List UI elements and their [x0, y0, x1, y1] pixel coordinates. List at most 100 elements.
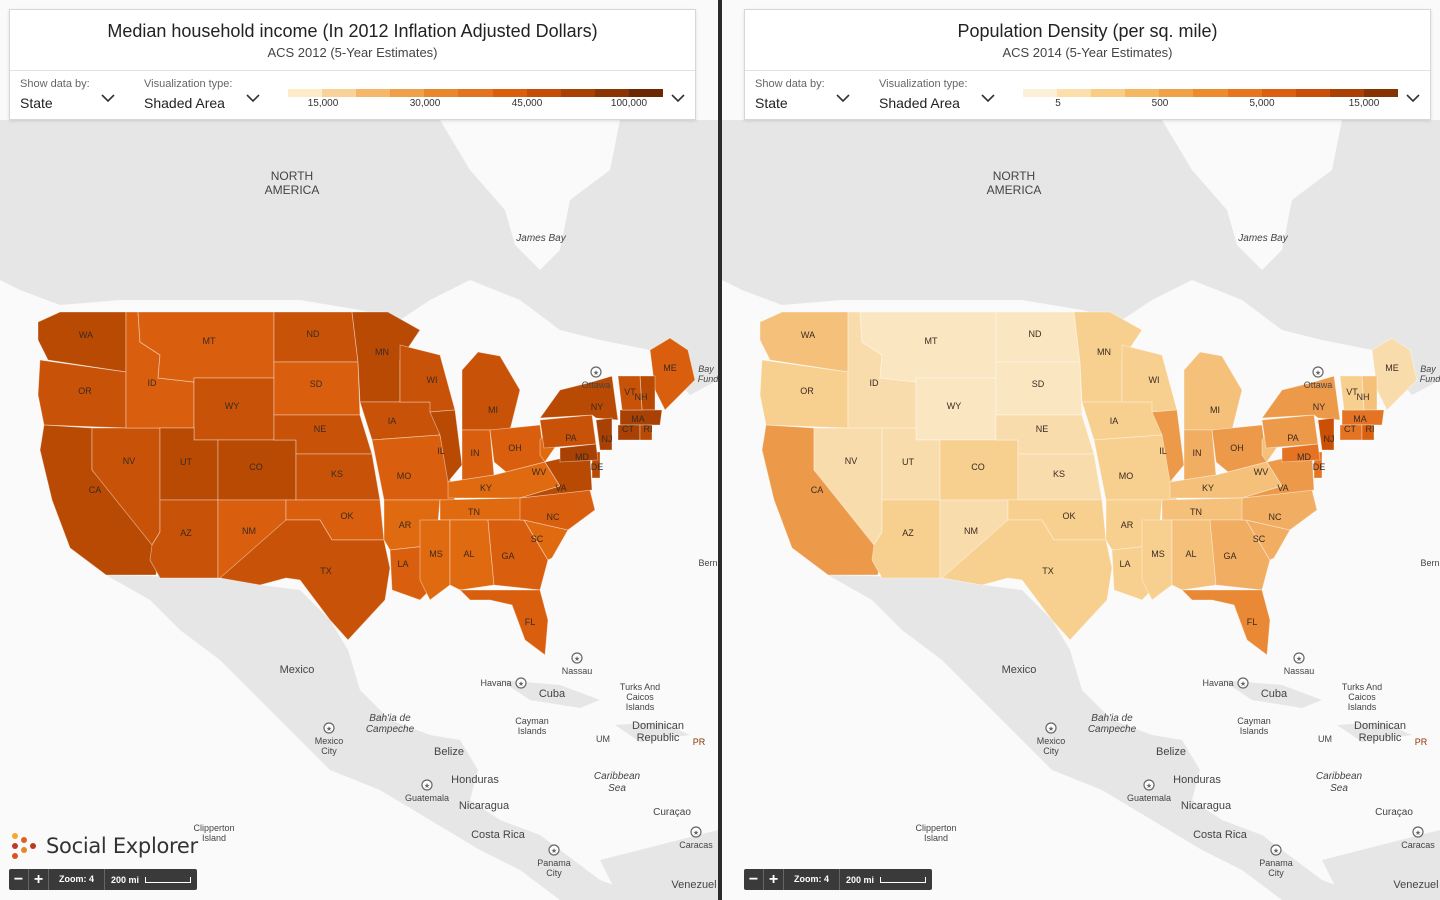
state-fl[interactable] [459, 589, 549, 656]
state-vt[interactable] [1339, 375, 1365, 411]
legend-swatch [1091, 89, 1126, 97]
viz-type-label: Visualization type: [144, 78, 233, 90]
chevron-down-icon[interactable] [835, 90, 851, 106]
state-ny[interactable] [1261, 375, 1341, 421]
zoom-level: Zoom: 4 [784, 869, 840, 890]
states-layer[interactable]: WA OR CA NV ID MT WY UT AZ CO NM ND SD NE KS OK TX MN IA MO… [759, 311, 1418, 656]
state-ms[interactable] [419, 519, 451, 601]
state-label: SC [1253, 534, 1266, 544]
state-ma[interactable] [619, 409, 663, 426]
state-nj[interactable] [595, 417, 613, 451]
viz-type-select[interactable]: Shaded Area [144, 95, 225, 111]
chevron-down-icon[interactable] [245, 90, 261, 106]
state-mt[interactable] [137, 311, 275, 383]
state-az[interactable] [149, 499, 219, 579]
map-pane-density[interactable]: WA OR CA NV ID MT WY UT AZ CO NM ND SD NE KS OK TX MN IA MO… [722, 0, 1440, 900]
city-label: Havana [1202, 678, 1233, 688]
state-il[interactable] [1151, 409, 1185, 483]
map-canvas[interactable]: WA OR CA NV ID MT WY UT AZ CO NM ND SD NE KS OK TX MN IA MO… [0, 0, 718, 900]
continent-label: NORTH [271, 169, 313, 183]
star-glyph: ★ [693, 829, 699, 837]
city-label: Guatemala [405, 793, 449, 803]
map-canvas[interactable]: WA OR CA NV ID MT WY UT AZ CO NM ND SD NE KS OK TX MN IA MO… [722, 0, 1440, 900]
legend-swatch [1193, 89, 1228, 97]
state-ga[interactable] [1209, 519, 1271, 591]
map-pane-income[interactable]: WA OR CA NV ID MT WY UT AZ CO NM ND SD NE KS OK TX MN IA MO… [0, 0, 718, 900]
cuba-island [1222, 680, 1322, 708]
state-nj[interactable] [1317, 417, 1335, 451]
state-az[interactable] [871, 499, 941, 579]
water-label: Bay [1420, 364, 1436, 374]
zoom-out-button[interactable]: − [744, 869, 764, 890]
legend-expand-chevron-icon[interactable] [670, 90, 686, 106]
city-label: City [546, 868, 562, 878]
chevron-down-icon[interactable] [980, 90, 996, 106]
hudson-bay-water [1162, 120, 1342, 270]
legend-color-bar [1023, 89, 1399, 97]
zoom-in-button[interactable]: + [29, 869, 49, 890]
state-label: WI [1149, 375, 1160, 385]
lake-superior [1142, 320, 1222, 345]
legend-swatch [1023, 89, 1058, 97]
city-label: Panama [537, 858, 571, 868]
state-ms[interactable] [1141, 519, 1173, 601]
state-md[interactable] [1281, 443, 1321, 463]
state-ga[interactable] [487, 519, 549, 591]
states-layer[interactable]: WA OR CA NV ID MT WY UT AZ CO NM ND SD NE KS OK TX MN IA MO… [37, 311, 696, 656]
state-label: NV [845, 456, 858, 466]
split-divider[interactable] [718, 0, 722, 900]
island-label: Caicos [626, 692, 654, 702]
state-label: LA [397, 559, 408, 569]
state-or[interactable] [37, 359, 127, 429]
state-md[interactable] [559, 443, 599, 463]
state-pa[interactable] [539, 414, 597, 449]
state-ri[interactable] [639, 424, 653, 441]
state-label: NE [314, 424, 327, 434]
state-ia[interactable] [1081, 401, 1163, 441]
show-data-select[interactable]: State [20, 95, 53, 111]
state-al[interactable] [449, 519, 495, 591]
state-vt[interactable] [617, 375, 643, 411]
show-data-select[interactable]: State [755, 95, 788, 111]
state-al[interactable] [1171, 519, 1217, 591]
country-label: Cuba [539, 688, 566, 700]
zoom-out-button[interactable]: − [9, 869, 29, 890]
zoom-control: − + Zoom: 4 200 mi [744, 869, 933, 890]
island-label: Bern [698, 558, 717, 568]
legend-tick: 5 [1055, 98, 1061, 109]
state-sc[interactable] [523, 519, 569, 561]
state-tx[interactable] [219, 519, 391, 641]
state-label: KS [1053, 469, 1065, 479]
legend-tick: 15,000 [1348, 98, 1380, 109]
state-sc[interactable] [1245, 519, 1291, 561]
state-tx[interactable] [941, 519, 1113, 641]
state-label: LA [1119, 559, 1130, 569]
state-label: CT [622, 424, 634, 434]
legend-expand-chevron-icon[interactable] [1405, 90, 1421, 106]
state-mt[interactable] [859, 311, 997, 383]
state-ri[interactable] [1361, 424, 1375, 441]
chevron-down-icon[interactable] [100, 90, 116, 106]
state-pa[interactable] [1261, 414, 1319, 449]
state-label: CA [89, 485, 102, 495]
legend-swatch [390, 89, 425, 97]
scale-rule [880, 876, 927, 883]
state-ny[interactable] [539, 375, 619, 421]
state-or[interactable] [759, 359, 849, 429]
state-label: KY [480, 483, 492, 493]
state-il[interactable] [429, 409, 463, 483]
state-label: TX [1042, 566, 1054, 576]
social-explorer-logo: Social Explorer [12, 833, 198, 859]
state-ia[interactable] [359, 401, 441, 441]
state-ma[interactable] [1341, 409, 1385, 426]
viz-type-select[interactable]: Shaded Area [879, 95, 960, 111]
country-label: UM [1318, 734, 1332, 744]
legend-swatch [322, 89, 357, 97]
island-label: Island [202, 833, 226, 843]
state-label: RI [1366, 424, 1375, 434]
state-label: MA [1353, 414, 1367, 424]
state-label: NH [1357, 392, 1370, 402]
state-fl[interactable] [1181, 589, 1271, 656]
zoom-in-button[interactable]: + [764, 869, 784, 890]
state-label: AZ [180, 528, 192, 538]
